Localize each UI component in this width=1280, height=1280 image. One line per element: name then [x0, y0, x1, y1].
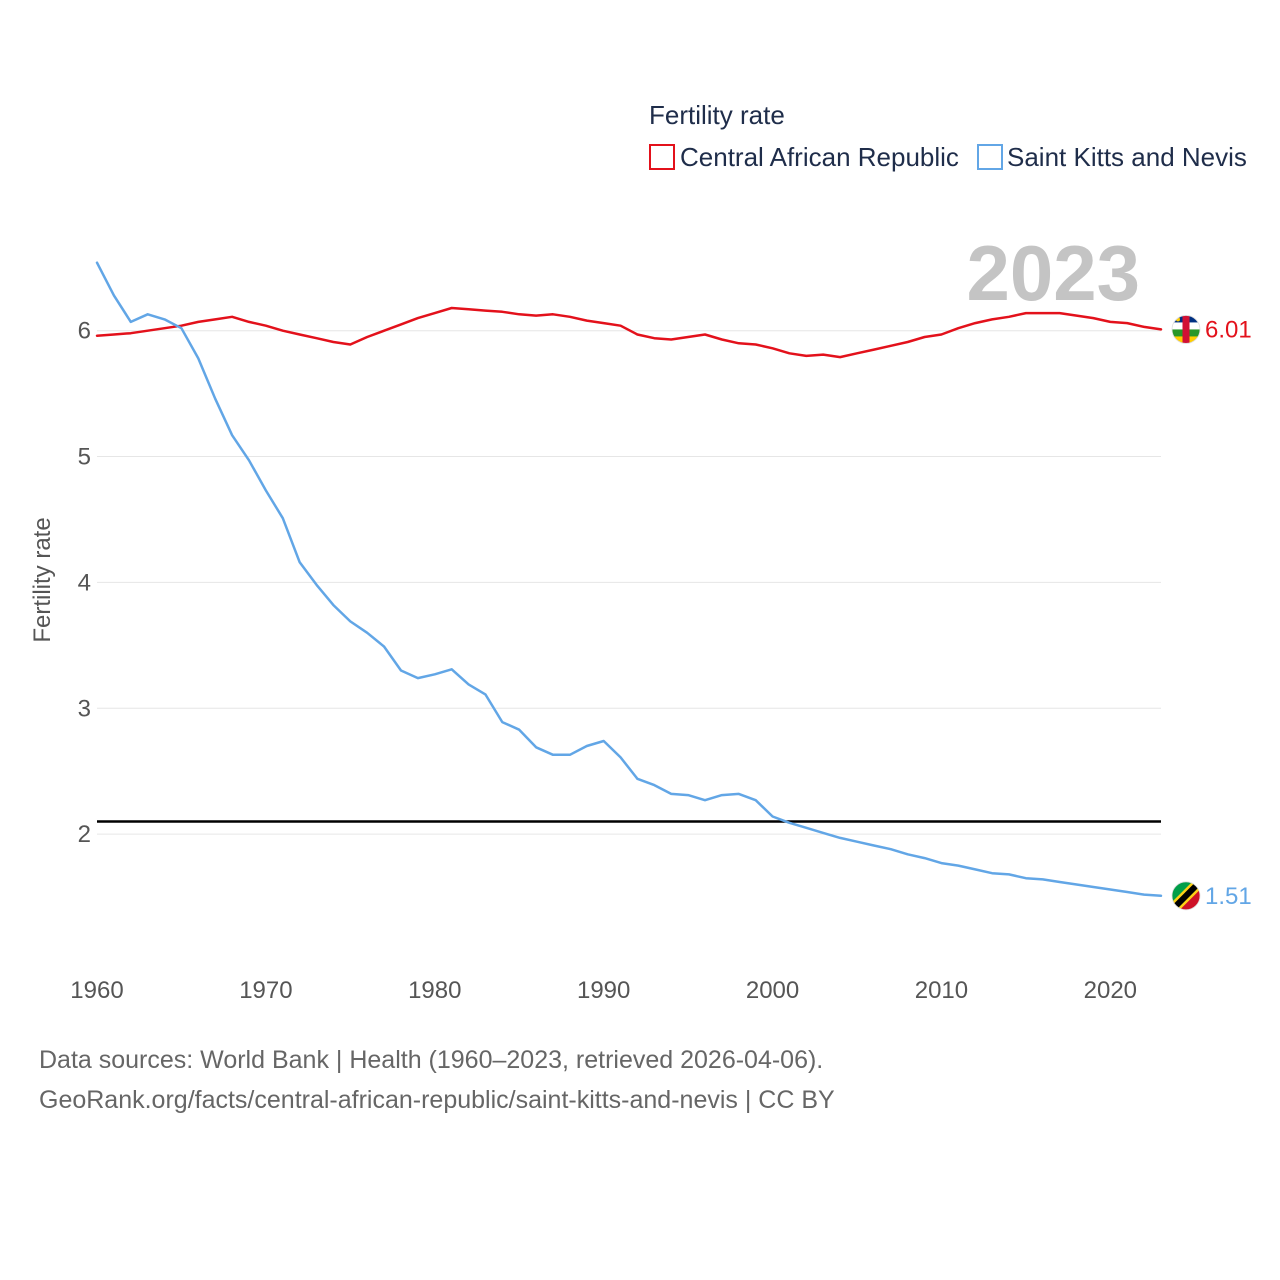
x-tick-label-1990: 1990 — [577, 977, 630, 1004]
year-label: 2023 — [966, 229, 1140, 317]
x-tick-label-1970: 1970 — [239, 977, 292, 1004]
x-tick-label-2010: 2010 — [915, 977, 968, 1004]
series-line-saint-kitts-and-nevis[interactable] — [95, 261, 1163, 898]
y-tick-label-4: 4 — [78, 569, 91, 596]
x-tick-label-2000: 2000 — [746, 977, 799, 1004]
y-tick-label-5: 5 — [78, 444, 91, 471]
source-link-text[interactable]: GeoRank.org/facts/central-african-republ… — [39, 1086, 835, 1114]
series-lines — [95, 261, 1163, 898]
legend-label-saint-kitts-and-nevis: Saint Kitts and Nevis — [1007, 142, 1247, 172]
data-source-text: Data sources: World Bank | Health (1960–… — [39, 1046, 823, 1074]
grid-lines — [97, 330, 1161, 835]
legend: Fertility rate Central African Republic … — [649, 100, 1247, 172]
end-value-label-central-african-republic: 6.01 — [1205, 316, 1252, 343]
legend-swatch-central-african-republic — [649, 144, 675, 170]
legend-swatch-saint-kitts-and-nevis — [977, 144, 1003, 170]
legend-label-central-african-republic: Central African Republic — [680, 142, 959, 172]
end-value-label-saint-kitts-and-nevis: 1.51 — [1205, 883, 1252, 910]
legend-item-saint-kitts-and-nevis[interactable]: Saint Kitts and Nevis — [977, 142, 1247, 172]
central-african-republic-flag-icon — [1171, 315, 1201, 344]
y-tick-label-6: 6 — [78, 318, 91, 345]
x-axis-ticks: 1960 1970 1980 1990 2000 2010 2020 — [70, 977, 1137, 1004]
y-axis-title: Fertility rate — [29, 517, 56, 642]
legend-item-central-african-republic[interactable]: Central African Republic — [649, 142, 959, 172]
x-tick-label-1980: 1980 — [408, 977, 461, 1004]
series-line-central-african-republic[interactable] — [95, 306, 1163, 359]
x-tick-label-1960: 1960 — [70, 977, 123, 1004]
y-axis-ticks: 2 3 4 5 6 — [78, 318, 91, 848]
y-tick-label-3: 3 — [78, 695, 91, 722]
y-tick-label-2: 2 — [78, 821, 91, 848]
x-tick-label-2020: 2020 — [1084, 977, 1137, 1004]
saint-kitts-and-nevis-flag-icon — [1171, 881, 1201, 911]
series-end-markers: 6.01 1.51 — [1171, 315, 1252, 911]
legend-title: Fertility rate — [649, 100, 785, 130]
